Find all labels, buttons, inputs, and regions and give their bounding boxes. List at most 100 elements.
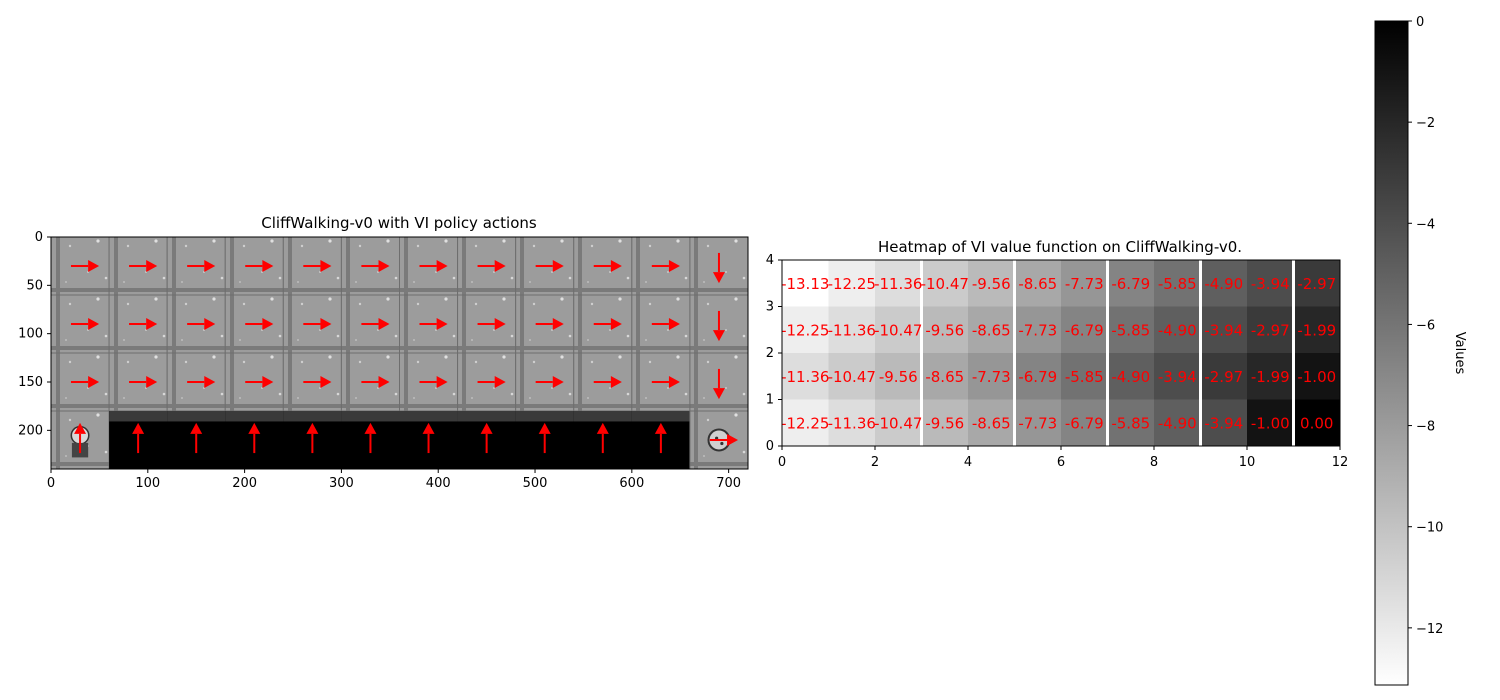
arrow-head [712, 272, 725, 284]
policy-arrow-up [248, 422, 261, 454]
policy-arrow-right [245, 260, 274, 272]
env-title: CliffWalking-v0 with VI policy actions [261, 214, 537, 232]
heatmap-cell [1247, 306, 1294, 354]
heatmap-cell [1061, 306, 1108, 354]
x-tick-label: 0 [778, 455, 786, 470]
arrow-head [88, 376, 100, 388]
policy-arrow-right [70, 318, 100, 330]
policy-arrow-right [361, 260, 390, 272]
heatmap-value-label: -4.90 [1158, 414, 1197, 432]
policy-arrow-right [245, 376, 274, 388]
heatmap-value-label: -9.56 [925, 414, 964, 432]
colorbar-tick-label: −4 [1416, 217, 1435, 232]
policy-arrow-up [596, 422, 609, 454]
arrow-head [204, 318, 216, 330]
policy-arrow-right [535, 376, 564, 388]
heatmap-value-label: -12.25 [781, 321, 829, 339]
arrow-head [248, 422, 261, 434]
heatmap-cell [1014, 306, 1062, 354]
arrow-head [494, 260, 506, 272]
heatmap-value-label: -3.94 [1204, 414, 1243, 432]
arrow-head [320, 376, 332, 388]
heatmap-value-label: -8.65 [1018, 275, 1057, 293]
x-tick-label: 8 [1150, 455, 1158, 470]
heatmap-cell [1061, 353, 1108, 400]
heatmap-cell [875, 353, 922, 400]
heatmap-cell [1293, 353, 1341, 400]
arrow-head [436, 318, 448, 330]
heatmap-cell [1014, 353, 1062, 400]
heatmap-cell [1014, 399, 1062, 447]
policy-arrow-right [303, 376, 332, 388]
x-tick-label: 6 [1057, 455, 1065, 470]
heatmap-value-label: -11.36 [781, 368, 829, 386]
heatmap-cell [1014, 260, 1062, 307]
heatmap-value-label: -2.97 [1251, 321, 1290, 339]
policy-arrow-right [245, 318, 274, 330]
heatmap-value-label: -9.56 [925, 321, 964, 339]
y-tick-label: 2 [766, 346, 774, 361]
heatmap-value-label: -7.73 [972, 368, 1011, 386]
arrow-head [610, 376, 622, 388]
policy-arrow-right [535, 318, 564, 330]
arrow-head [654, 422, 667, 434]
heatmap-value-label: -13.13 [781, 275, 829, 293]
policy-arrow-right [70, 376, 100, 388]
arrow-head [378, 260, 390, 272]
heatmap-value-label: -10.47 [828, 368, 876, 386]
arrow-head [610, 318, 622, 330]
heatmap-cell [782, 353, 829, 400]
policy-arrow-down [712, 252, 725, 284]
arrow-head [262, 318, 274, 330]
heatmap-cell [1154, 306, 1201, 354]
arrow-head [146, 260, 158, 272]
colorbar-ticks: 0 −2 −4 −6 −8 −10 −12 [1408, 15, 1443, 637]
arrow-head [146, 376, 158, 388]
heatmap-value-label: -10.47 [921, 275, 969, 293]
floor-cell [573, 294, 633, 354]
arrow-head [74, 422, 87, 434]
heatmap-value-label: -7.73 [1018, 414, 1057, 432]
arrow-head [88, 260, 100, 272]
heatmap-x-axis: 0 2 4 6 8 10 12 [778, 446, 1348, 470]
policy-arrow-up [480, 422, 493, 454]
policy-arrow-down [712, 368, 725, 400]
y-tick-label: 4 [766, 253, 774, 268]
heatmap-cell [968, 353, 1015, 400]
heatmap-value-label: -4.90 [1158, 321, 1197, 339]
policy-arrow-right [477, 376, 506, 388]
policy-arrow-up [306, 422, 319, 454]
x-tick-label: 300 [329, 476, 354, 491]
x-tick-label: 700 [716, 476, 741, 491]
policy-arrow-right [593, 376, 622, 388]
colorbar-gradient [1374, 20, 1409, 686]
env-arrows [70, 252, 739, 454]
heatmap-value-label: -10.47 [874, 321, 922, 339]
heatmap-cell [1107, 399, 1155, 447]
arrow-head [727, 434, 739, 446]
heatmap-value-label: -10.47 [874, 414, 922, 432]
floor-cell [457, 236, 517, 296]
x-tick-label: 400 [426, 476, 451, 491]
heatmap-value-label: -2.97 [1204, 368, 1243, 386]
heatmap-value-label: -8.65 [925, 368, 964, 386]
heatmap-value-label: -11.36 [874, 275, 922, 293]
heatmap-value-label: -4.90 [1204, 275, 1243, 293]
heatmap-value-label: -7.73 [1018, 321, 1057, 339]
arrow-head [436, 260, 448, 272]
heatmap-cell [1247, 353, 1294, 400]
policy-arrow-right [129, 376, 158, 388]
x-tick-label: 500 [523, 476, 548, 491]
heatmap-panel: Heatmap of VI value function on CliffWal… [766, 238, 1349, 470]
heatmap-value-label: -5.85 [1111, 321, 1150, 339]
policy-arrow-right [593, 260, 622, 272]
policy-arrow-up [132, 422, 145, 454]
heatmap-cell [968, 399, 1015, 447]
heatmap-cell [921, 306, 969, 354]
arrow-head [364, 422, 377, 434]
heatmap-value-label: -11.36 [828, 414, 876, 432]
y-tick-label: 3 [766, 300, 774, 315]
cliff-edge [225, 411, 284, 422]
heatmap-cell [1293, 399, 1341, 447]
arrow-head [190, 422, 203, 434]
